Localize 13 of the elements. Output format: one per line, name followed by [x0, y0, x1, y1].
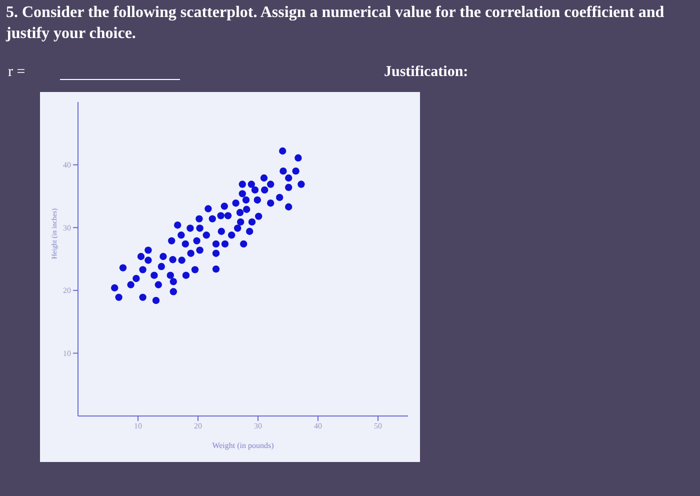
text: r = [8, 64, 26, 81]
y-tick-label: 40 [63, 160, 71, 170]
x-axis-title: Weight (in pounds) [212, 441, 274, 450]
x-tick-label: 10 [134, 422, 142, 431]
text: Justification: [384, 64, 468, 81]
x-tick-label: 40 [314, 422, 322, 431]
x-tick-label: 20 [194, 422, 202, 431]
x-tick-label: 50 [374, 422, 382, 431]
y-tick-label: 10 [63, 349, 71, 358]
y-tick-label: 20 [63, 286, 71, 296]
chart-title: 5. Consider the following scatterplot. Assign a numerical value for the correlation coefficient and justify your choice. [6, 3, 666, 44]
x-tick-label: 30 [254, 422, 262, 431]
y-tick-label: 30 [63, 223, 71, 232]
